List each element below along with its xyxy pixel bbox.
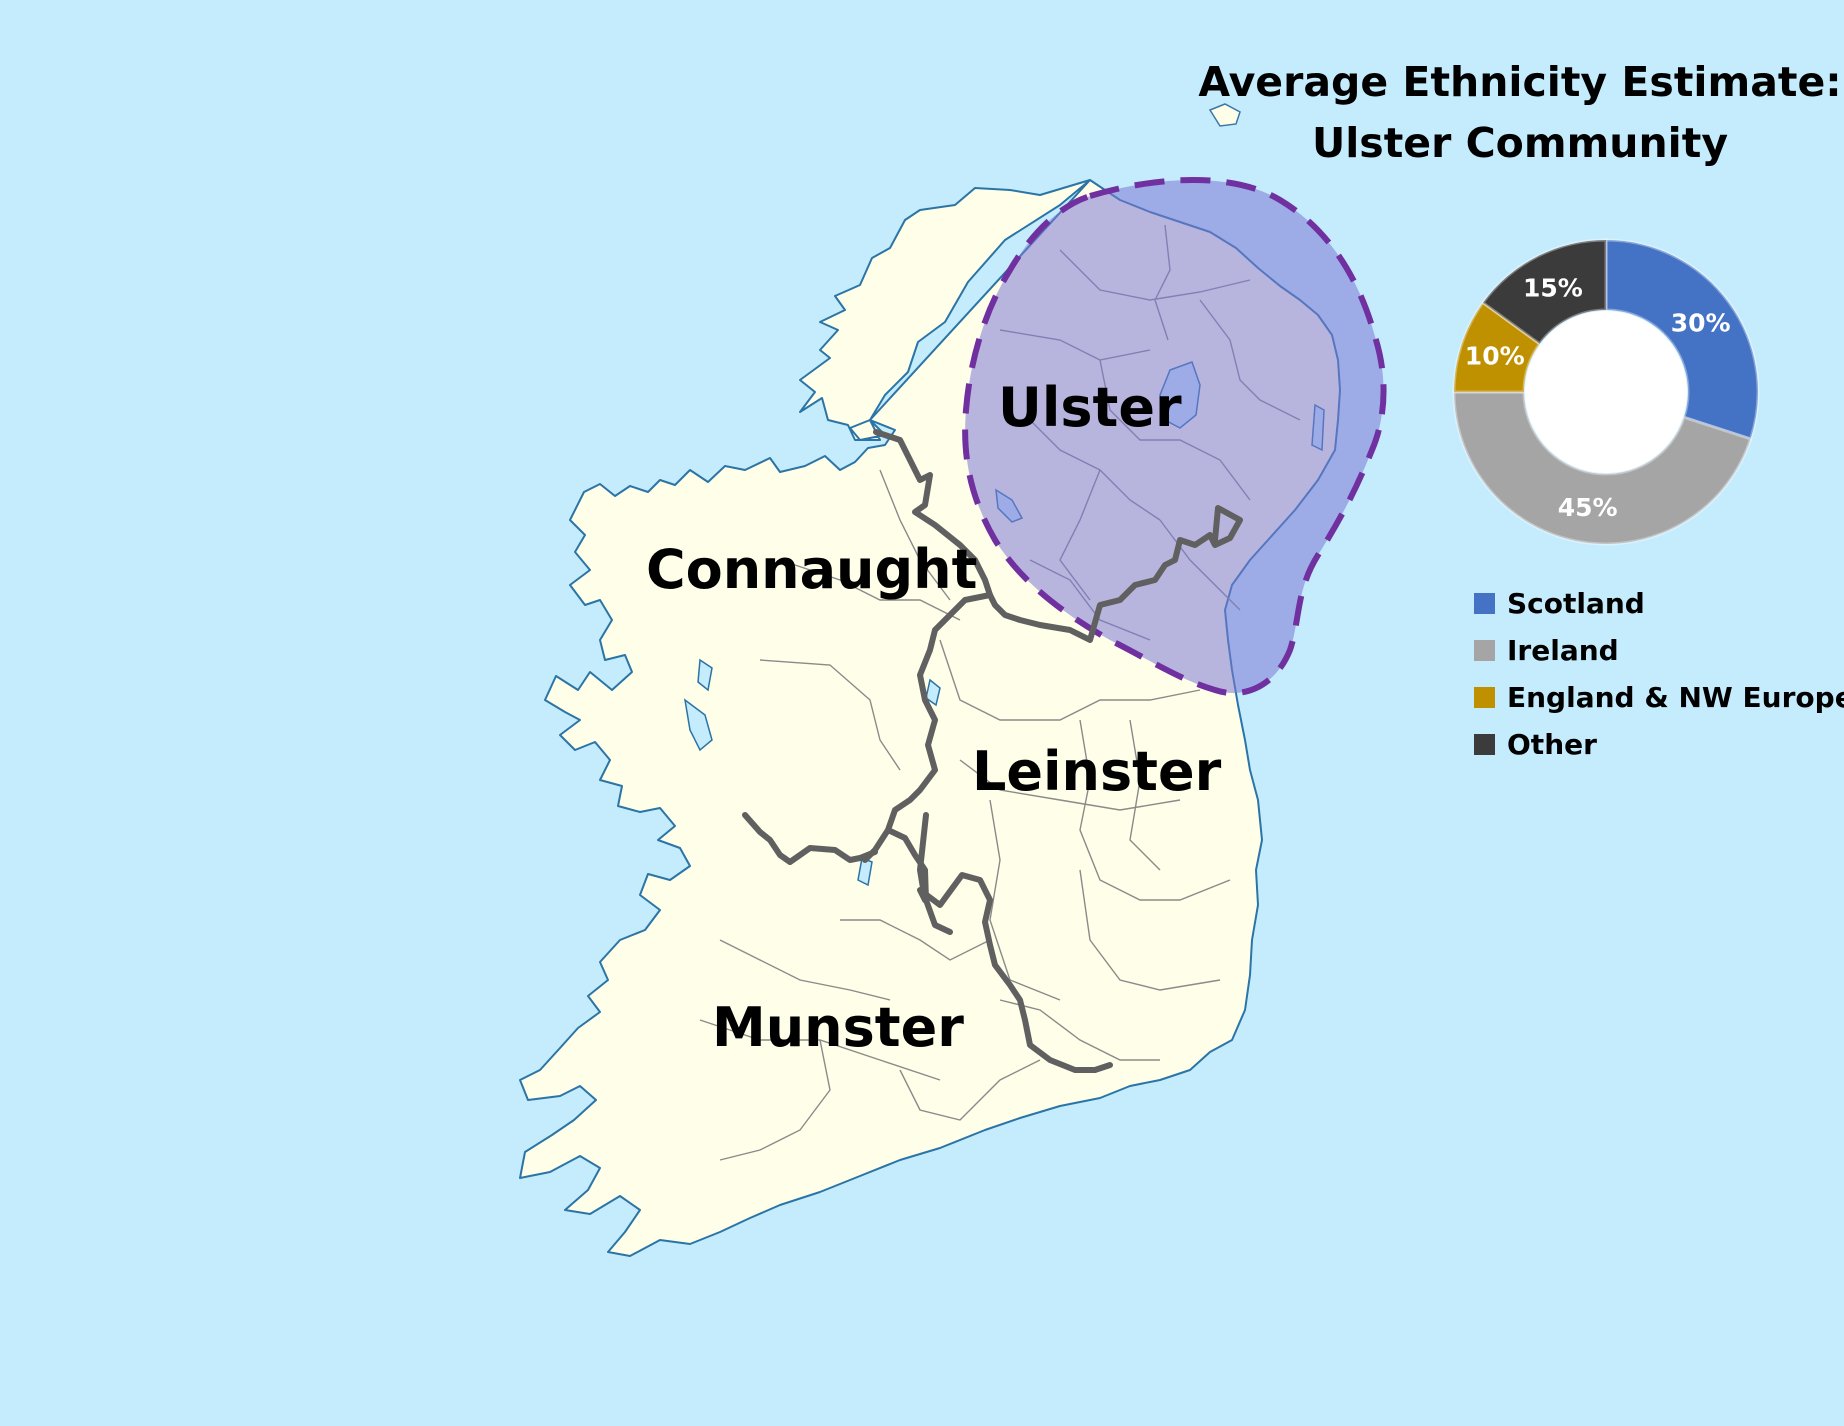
donut-data-label: 45% [1558,493,1618,522]
chart-title: Average Ethnicity Estimate: Ulster Commu… [1180,52,1844,174]
chart-legend: Scotland Ireland England & NW Europe Other [1474,580,1844,768]
legend-label: Scotland [1507,587,1645,620]
chart-title-line-2: Ulster Community [1311,119,1729,167]
legend-item: Other [1474,721,1844,768]
chart-title-line-1: Average Ethnicity Estimate: [1198,58,1842,106]
ulster-highlight [962,176,1387,697]
legend-swatch [1474,687,1495,708]
donut-hole [1525,311,1687,473]
region-label-ulster: Ulster [998,376,1182,439]
donut-data-label: 15% [1523,273,1583,302]
legend-swatch [1474,734,1495,755]
legend-label: Other [1507,728,1597,761]
legend-item: England & NW Europe [1474,674,1844,721]
legend-swatch [1474,593,1495,614]
region-label-connaught: Connaught [646,538,978,601]
legend-label: England & NW Europe [1507,681,1844,714]
lough-derg [857,856,873,887]
legend-item: Scotland [1474,580,1844,627]
province-borders [742,429,1243,1073]
legend-label: Ireland [1507,634,1619,667]
scotland-coast [1208,103,1241,127]
region-label-leinster: Leinster [972,740,1222,803]
lough-mask [697,658,713,692]
donut-data-label: 10% [1465,341,1525,370]
donut-slice-ireland [1452,390,1753,546]
donut-slice-england-nw-europe [1452,300,1542,394]
donut-slice-scotland [1604,238,1760,441]
donut-data-label: 30% [1671,309,1731,338]
lough-ree [925,678,941,707]
lough-corrib [683,698,713,752]
donut-slice-other [1480,238,1608,346]
legend-swatch [1474,640,1495,661]
ethnicity-donut-chart: 30% 45% 10% 15% [1452,238,1760,546]
region-label-munster: Munster [712,996,964,1059]
legend-item: Ireland [1474,627,1844,674]
